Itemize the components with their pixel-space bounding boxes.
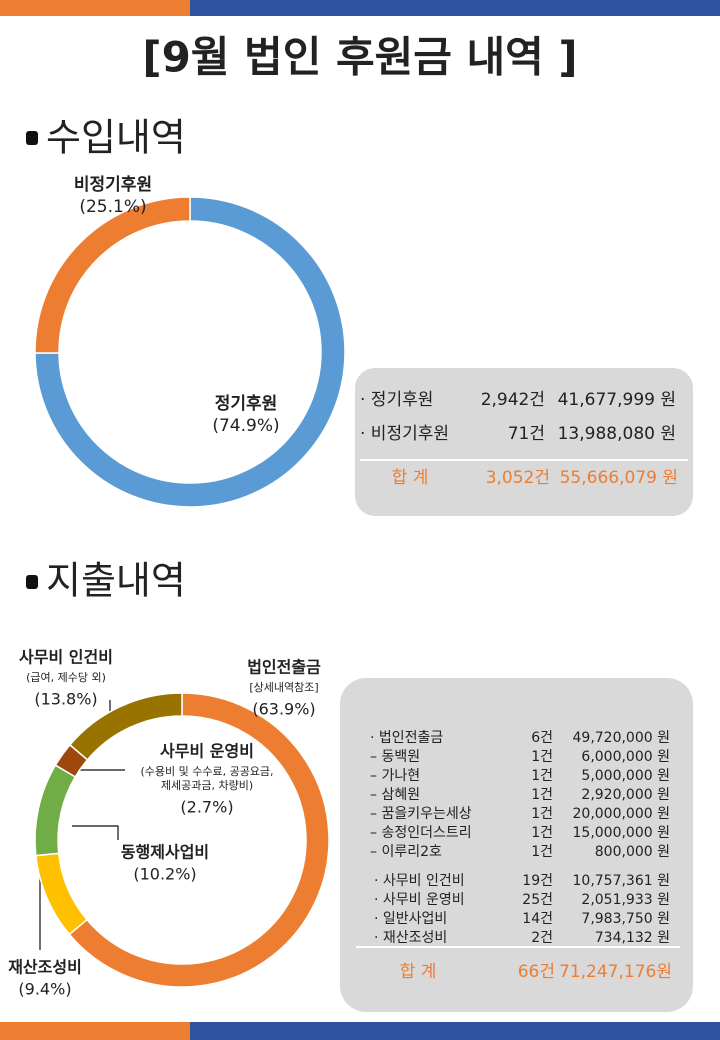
- category-label: 사무비 운영비: [160, 742, 254, 761]
- table-cell: · 비정기후원: [360, 424, 449, 444]
- category-note: (급여, 제수당 외): [26, 671, 106, 684]
- category-label: 동행제사업비: [121, 843, 209, 862]
- table-cell: – 송정인더스트리: [370, 825, 472, 841]
- bottom-bar-orange: [0, 1022, 190, 1040]
- table-cell: 6건: [531, 730, 553, 746]
- pie-segment: [34, 196, 191, 354]
- table-cell: – 가나현: [370, 768, 420, 784]
- bottom-bar-blue: [190, 1022, 720, 1040]
- pie-segment: [68, 692, 330, 988]
- table-cell: 20,000,000 원: [573, 806, 671, 822]
- value-label: (9.4%): [18, 980, 71, 999]
- category-label: 비정기후원: [74, 174, 152, 195]
- section-title: 지출내역: [46, 559, 186, 603]
- top-bar-blue: [190, 0, 720, 16]
- table-cell: · 정기후원: [360, 390, 433, 410]
- table-cell: 41,677,999 원: [558, 390, 676, 410]
- table-cell: 1건: [531, 749, 553, 765]
- table-cell: 10,757,361 원: [573, 873, 671, 889]
- table-cell: · 사무비 운영비: [374, 892, 465, 908]
- table-cell: 49,720,000 원: [573, 730, 671, 746]
- table-cell: 2,051,933 원: [581, 892, 670, 908]
- total-cell: 3,052건: [486, 468, 550, 488]
- pie-segment: [68, 692, 183, 761]
- value-label: (63.9%): [252, 700, 315, 719]
- income-box: [355, 368, 693, 516]
- value-label: (74.9%): [212, 416, 279, 436]
- table-cell: 800,000 원: [595, 844, 670, 860]
- table-cell: – 꿈을키우는세상: [370, 806, 472, 822]
- category-note: [상세내역참조]: [249, 681, 318, 694]
- category-label: 정기후원: [215, 393, 278, 414]
- table-cell: 1건: [531, 844, 553, 860]
- table-cell: 7,983,750 원: [581, 911, 670, 927]
- category-label: 사무비 인건비: [19, 648, 113, 667]
- table-cell: 71건: [508, 424, 545, 444]
- category-label: 법인전출금: [247, 658, 321, 677]
- table-cell: 1건: [531, 806, 553, 822]
- total-cell: 합 계: [392, 468, 429, 488]
- category-label: 재산조성비: [8, 958, 82, 977]
- table-cell: – 삼혜원: [370, 787, 420, 803]
- value-label: (13.8%): [34, 690, 97, 709]
- table-cell: 2건: [531, 930, 553, 946]
- table-cell: · 재산조성비: [374, 930, 447, 946]
- total-cell: 71,247,176원: [559, 962, 672, 982]
- pie-segment: [34, 196, 346, 508]
- table-cell: 734,132 원: [595, 930, 670, 946]
- top-bar-orange: [0, 0, 190, 16]
- table-cell: 1건: [531, 787, 553, 803]
- table-cell: 6,000,000 원: [581, 749, 670, 765]
- pie-segment: [35, 852, 89, 936]
- table-cell: 1건: [531, 825, 553, 841]
- bullet: [26, 575, 38, 589]
- total-cell: 66건: [518, 962, 555, 982]
- table-cell: 15,000,000 원: [573, 825, 671, 841]
- value-label: (10.2%): [133, 865, 196, 884]
- table-cell: 14건: [522, 911, 553, 927]
- table-cell: – 이루리2호: [370, 844, 442, 860]
- table-cell: 19건: [522, 873, 553, 889]
- category-note: 제세공과금, 차량비): [161, 779, 253, 792]
- table-cell: 2,920,000 원: [581, 787, 670, 803]
- total-cell: 55,666,079 원: [560, 468, 678, 488]
- table-cell: 2,942건: [481, 390, 545, 410]
- table-cell: 5,000,000 원: [581, 768, 670, 784]
- table-cell: 1건: [531, 768, 553, 784]
- category-note: (수용비 및 수수료, 공공요금,: [140, 765, 273, 778]
- expense-box: [340, 678, 693, 1012]
- page-title: [9월 법인 후원금 내역 ]: [142, 33, 577, 82]
- table-cell: · 일반사업비: [374, 911, 447, 927]
- table-cell: · 법인전출금: [370, 730, 443, 746]
- table-cell: · 사무비 인건비: [374, 873, 465, 889]
- table-cell: – 동백원: [370, 749, 420, 765]
- value-label: (2.7%): [180, 798, 233, 817]
- table-cell: 13,988,080 원: [558, 424, 676, 444]
- section-title: 수입내역: [46, 116, 186, 160]
- total-cell: 합 계: [400, 962, 437, 982]
- bullet: [26, 131, 38, 145]
- value-label: (25.1%): [79, 197, 146, 217]
- pie-segment: [34, 764, 77, 857]
- table-cell: 25건: [522, 892, 553, 908]
- leader-line: [72, 825, 119, 840]
